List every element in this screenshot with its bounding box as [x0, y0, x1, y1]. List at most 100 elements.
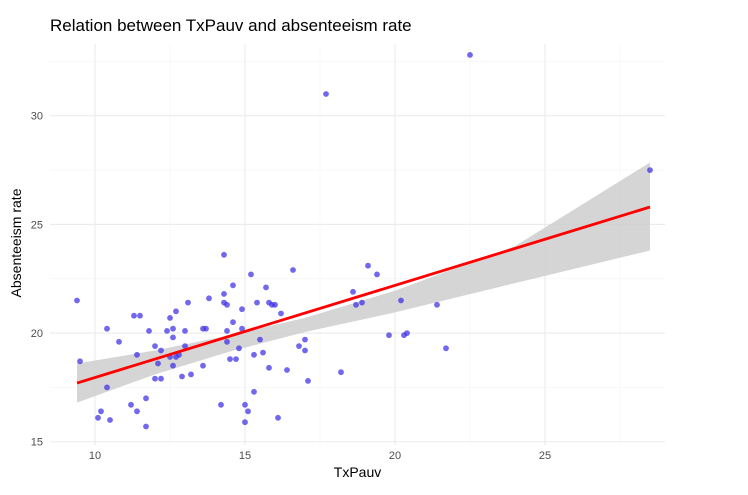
- data-point: [185, 299, 191, 306]
- data-point: [170, 362, 176, 369]
- data-point: [230, 282, 236, 289]
- data-point: [182, 328, 188, 334]
- data-point: [188, 371, 194, 378]
- data-point: [272, 301, 278, 308]
- data-point: [224, 338, 230, 345]
- y-tick-label: 20: [31, 328, 43, 340]
- data-point: [647, 167, 653, 174]
- data-point: [365, 262, 371, 269]
- data-point: [146, 328, 152, 334]
- chart-title: Relation between TxPauv and absenteeism …: [50, 16, 412, 35]
- data-point: [134, 408, 140, 415]
- data-point: [248, 271, 254, 278]
- major-gridlines: [50, 44, 665, 445]
- data-point: [224, 328, 230, 334]
- data-point: [239, 306, 245, 313]
- data-point: [143, 395, 149, 402]
- data-point: [434, 301, 440, 308]
- data-point: [104, 325, 110, 332]
- data-point: [245, 408, 251, 415]
- regression-line: [76, 205, 651, 385]
- data-point: [227, 356, 233, 362]
- x-axis-title: TxPauv: [334, 464, 381, 480]
- data-point: [242, 419, 248, 426]
- data-point: [350, 288, 356, 295]
- data-point: [386, 332, 392, 339]
- data-point: [251, 351, 257, 358]
- data-point: [116, 338, 122, 345]
- data-point: [284, 367, 290, 373]
- data-point: [254, 299, 260, 306]
- data-point: [218, 401, 224, 408]
- data-point: [95, 414, 101, 421]
- x-tick-label: 25: [539, 450, 551, 462]
- data-point: [257, 336, 263, 343]
- x-tick-label: 20: [389, 450, 401, 462]
- y-tick-label: 30: [31, 111, 43, 123]
- data-point: [296, 343, 302, 349]
- data-point: [233, 356, 239, 362]
- data-point: [131, 312, 137, 319]
- confidence-band: [77, 162, 650, 403]
- data-point: [200, 362, 206, 369]
- data-point: [152, 375, 158, 382]
- data-point: [107, 417, 113, 423]
- y-axis-title: Absenteeism rate: [8, 188, 24, 297]
- data-point: [323, 91, 329, 97]
- data-point: [236, 345, 242, 352]
- data-point: [98, 408, 104, 415]
- y-tick-label: 25: [31, 219, 43, 231]
- data-point: [152, 343, 158, 349]
- data-point: [242, 401, 248, 408]
- data-point: [398, 297, 404, 304]
- data-point: [467, 52, 473, 58]
- data-point: [443, 345, 449, 352]
- data-point: [137, 312, 143, 319]
- data-point: [359, 299, 365, 306]
- data-point: [164, 328, 170, 334]
- data-point: [155, 360, 161, 367]
- x-tick-label: 15: [239, 450, 251, 462]
- data-point: [302, 336, 308, 343]
- data-point: [203, 325, 209, 332]
- data-point: [251, 388, 257, 395]
- data-point: [170, 334, 176, 341]
- minor-gridlines: [50, 44, 665, 445]
- data-point: [173, 308, 179, 315]
- data-point: [275, 414, 281, 421]
- data-point: [182, 343, 188, 349]
- data-point: [290, 267, 296, 273]
- x-axis-tick-labels: 10 15 20 25: [89, 450, 551, 462]
- data-point: [74, 297, 80, 304]
- data-point: [260, 349, 266, 356]
- data-point: [158, 375, 164, 382]
- x-tick-label: 10: [89, 450, 101, 462]
- data-point: [302, 347, 308, 354]
- data-point: [224, 301, 230, 308]
- data-point: [128, 401, 134, 408]
- data-point: [104, 384, 110, 391]
- data-point: [338, 369, 344, 376]
- data-point: [221, 251, 227, 258]
- data-point: [278, 310, 284, 317]
- data-point: [143, 423, 149, 430]
- data-point: [353, 301, 359, 308]
- data-point: [263, 284, 269, 291]
- data-point: [230, 319, 236, 326]
- data-point: [305, 378, 311, 384]
- data-point: [167, 315, 173, 321]
- data-point: [239, 325, 245, 332]
- data-point: [158, 347, 164, 354]
- data-point: [77, 358, 83, 365]
- y-tick-label: 15: [31, 437, 43, 449]
- data-point: [170, 325, 176, 332]
- data-point: [374, 271, 380, 278]
- data-point: [266, 364, 272, 371]
- y-axis-tick-labels: 15 20 25 30: [31, 111, 43, 449]
- data-points: [74, 52, 653, 430]
- data-point: [134, 351, 140, 358]
- data-point: [179, 373, 185, 380]
- data-point: [206, 295, 212, 302]
- data-point: [404, 330, 410, 336]
